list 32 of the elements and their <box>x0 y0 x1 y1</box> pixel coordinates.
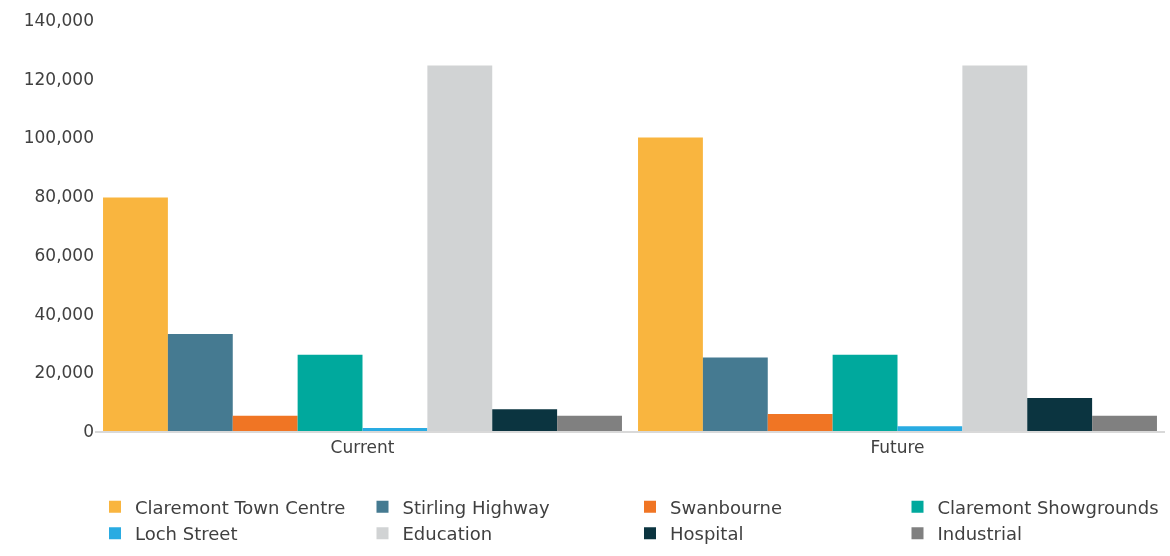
bar <box>1027 398 1093 431</box>
x-tick-label: Current <box>330 437 395 458</box>
bar <box>362 428 428 431</box>
bar <box>897 426 963 431</box>
legend-label: Swanbourne <box>670 496 782 518</box>
bar <box>832 354 898 431</box>
y-tick-label: 60,000 <box>34 244 94 265</box>
bar <box>702 357 768 431</box>
bar <box>167 334 233 431</box>
legend-label: Claremont Town Centre <box>135 496 346 518</box>
y-tick-label: 140,000 <box>23 9 94 30</box>
y-tick-label: 20,000 <box>34 362 94 383</box>
legend-label: Hospital <box>670 523 744 545</box>
y-tick-label: 0 <box>83 420 94 441</box>
legend-label: Claremont Showgrounds <box>937 496 1159 518</box>
y-tick-label: 40,000 <box>34 303 94 324</box>
legend-label: Stirling Highway <box>402 496 551 518</box>
y-tick-label: 120,000 <box>23 68 94 89</box>
legend-label: Industrial <box>937 523 1022 545</box>
bar <box>492 409 558 431</box>
y-tick-label: 80,000 <box>34 186 94 207</box>
x-tick-label: Future <box>870 437 925 458</box>
bar <box>638 137 703 431</box>
y-tick-label: 100,000 <box>23 127 94 148</box>
bar <box>103 197 168 431</box>
bar <box>767 413 833 431</box>
bar <box>557 415 622 431</box>
bar <box>297 354 363 431</box>
bar <box>1092 415 1157 431</box>
legend-label: Loch Street <box>135 523 238 545</box>
bar <box>232 415 298 431</box>
legend-label: Education <box>402 523 493 545</box>
